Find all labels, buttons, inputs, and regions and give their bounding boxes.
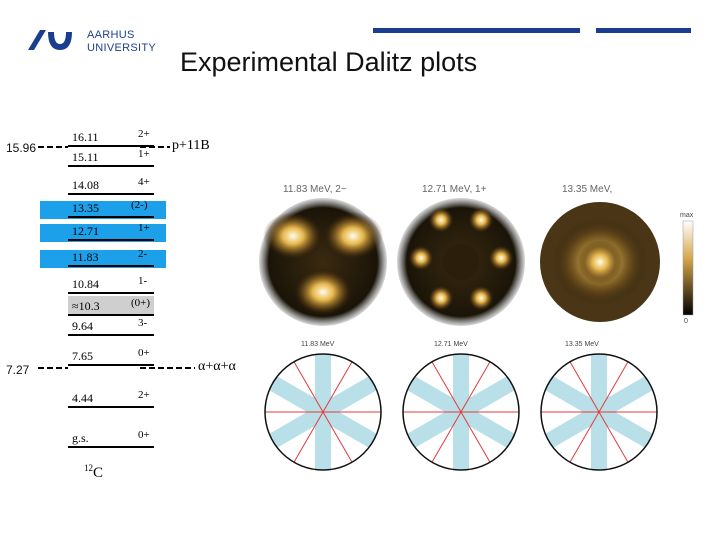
highlight-13-35 bbox=[40, 201, 166, 219]
level-spin-parity: (0+) bbox=[131, 297, 151, 309]
level-energy: 7.65 bbox=[72, 349, 93, 363]
plot-title-2: 12.71 MeV, 1+ bbox=[422, 184, 487, 195]
dalitz-plot-11-83 bbox=[259, 198, 387, 326]
level-spin-parity: 0+ bbox=[138, 347, 150, 359]
level-energy: 10.84 bbox=[72, 277, 99, 291]
level-energy: 16.11 bbox=[72, 130, 99, 144]
plot-title-1: 11.83 MeV, 2− bbox=[283, 184, 347, 195]
university-logo bbox=[26, 26, 78, 52]
level-line bbox=[68, 292, 154, 294]
page-title: Experimental Dalitz plots bbox=[180, 47, 478, 77]
schematic-circle-1 bbox=[264, 353, 382, 471]
level-energy: 4.44 bbox=[72, 391, 93, 405]
level-spin-parity: 2+ bbox=[138, 389, 150, 401]
level-line bbox=[68, 334, 154, 336]
dalitz-plot-13-35 bbox=[540, 202, 660, 322]
level-line bbox=[68, 193, 154, 195]
header-bar-left bbox=[373, 28, 580, 33]
colorbar-max-label: max bbox=[680, 212, 694, 219]
schematic-label-1: 11.83 MeV bbox=[301, 341, 335, 348]
plot-title-3: 13.35 MeV, bbox=[562, 184, 613, 195]
schematic-circle-3 bbox=[540, 353, 658, 471]
level-line bbox=[68, 239, 154, 241]
dalitz-plot-12-71 bbox=[397, 198, 525, 326]
schematic-circle-2 bbox=[402, 353, 520, 471]
university-name: AARHUS UNIVERSITY bbox=[87, 29, 156, 55]
nucleus-label: 12C bbox=[84, 463, 104, 481]
threshold-p11b: p+11B bbox=[172, 138, 210, 153]
university-name-line2: UNIVERSITY bbox=[87, 42, 157, 54]
level-line bbox=[68, 446, 154, 448]
level-spin-parity: 0+ bbox=[138, 429, 150, 441]
level-spin-parity: 4+ bbox=[138, 176, 150, 188]
highlight-10-3 bbox=[68, 296, 154, 316]
highlight-12-71 bbox=[40, 224, 166, 242]
level-spin-parity: 2- bbox=[138, 248, 148, 260]
university-name-line1: AARHUS bbox=[87, 29, 135, 41]
level-energy: ≈10.3 bbox=[72, 299, 100, 313]
level-energy: 15.11 bbox=[72, 150, 99, 164]
level-energy: 12.71 bbox=[72, 224, 99, 238]
highlight-11-83 bbox=[40, 250, 166, 268]
header-bar-right bbox=[596, 28, 691, 33]
level-line bbox=[68, 364, 154, 366]
level-line bbox=[68, 406, 154, 408]
schematic-circles bbox=[264, 353, 658, 471]
level-line bbox=[68, 314, 154, 316]
colorbar-min-label: 0 bbox=[684, 318, 688, 325]
level-line bbox=[68, 216, 154, 218]
level-energy: 11.83 bbox=[72, 250, 99, 264]
level-spin-parity: 2+ bbox=[138, 128, 150, 140]
side-label-lower: 7.27 bbox=[6, 363, 30, 377]
colorbar bbox=[682, 220, 694, 316]
level-energy: g.s. bbox=[72, 431, 89, 445]
side-label-upper: 15.96 bbox=[6, 141, 37, 155]
level-spin-parity: 1+ bbox=[138, 148, 150, 160]
level-spin-parity: 3- bbox=[138, 317, 148, 329]
level-line bbox=[68, 265, 154, 267]
aarhus-logo-icon bbox=[28, 30, 72, 50]
level-energy: 9.64 bbox=[72, 319, 93, 333]
level-energy: 14.08 bbox=[72, 178, 99, 192]
level-line bbox=[68, 145, 154, 147]
schematic-label-2: 12.71 MeV bbox=[434, 341, 468, 348]
threshold-3alpha: α+α+α bbox=[198, 359, 236, 374]
level-spin-parity: 1- bbox=[138, 275, 148, 287]
level-energy: 13.35 bbox=[72, 201, 99, 215]
level-spin-parity: (2-) bbox=[131, 199, 148, 211]
schematic-label-3: 13.35 MeV bbox=[565, 341, 599, 348]
level-spin-parity: 1+ bbox=[138, 222, 150, 234]
level-line bbox=[68, 165, 154, 167]
